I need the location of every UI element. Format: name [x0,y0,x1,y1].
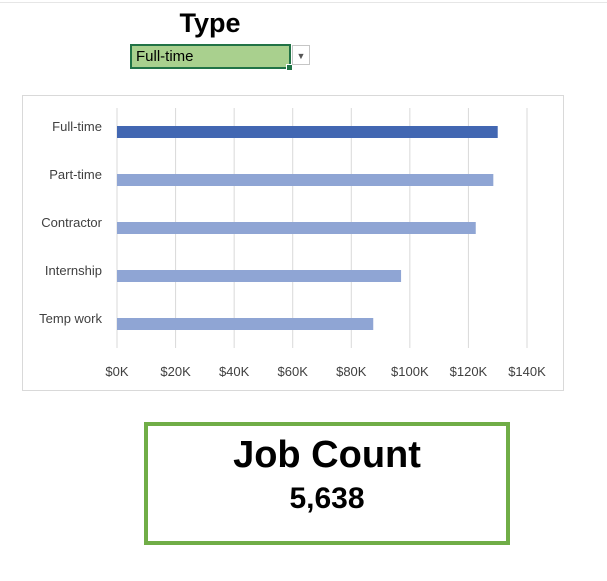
category-label: Part-time [49,167,102,182]
x-tick-label: $0K [105,364,128,379]
type-dropdown[interactable]: Full-time ▼ [130,44,311,71]
job-count-card: Job Count 5,638 [144,422,510,545]
bar-part-time[interactable] [117,174,494,186]
bar-contractor[interactable] [117,222,476,234]
job-count-value: 5,638 [289,482,365,515]
bar-temp-work[interactable] [117,318,374,330]
sheet-top-border [0,2,607,3]
x-tick-label: $120K [450,364,488,379]
chart-canvas: $0K $20K $40K $60K $80K $100K $120K $140K Full-t… [39,108,546,379]
x-tick-label: $40K [219,364,250,379]
x-tick-label: $140K [508,364,546,379]
x-tick-label: $80K [336,364,367,379]
filter-title: Type [179,8,241,38]
bar-internship[interactable] [117,270,402,282]
x-tick-label: $20K [160,364,191,379]
category-label: Contractor [41,215,102,230]
category-label: Full-time [52,119,102,134]
type-dropdown-value[interactable]: Full-time [130,44,293,71]
chevron-down-icon[interactable]: ▼ [292,45,310,65]
category-label: Temp work [39,311,102,326]
category-label: Internship [45,263,102,278]
salary-by-type-chart[interactable]: $0K $20K $40K $60K $80K $100K $120K $140K Full-t… [22,95,564,391]
job-count-title: Job Count [233,434,421,476]
bar-full-time[interactable] [117,126,498,138]
x-tick-label: $100K [391,364,429,379]
x-tick-label: $60K [278,364,309,379]
